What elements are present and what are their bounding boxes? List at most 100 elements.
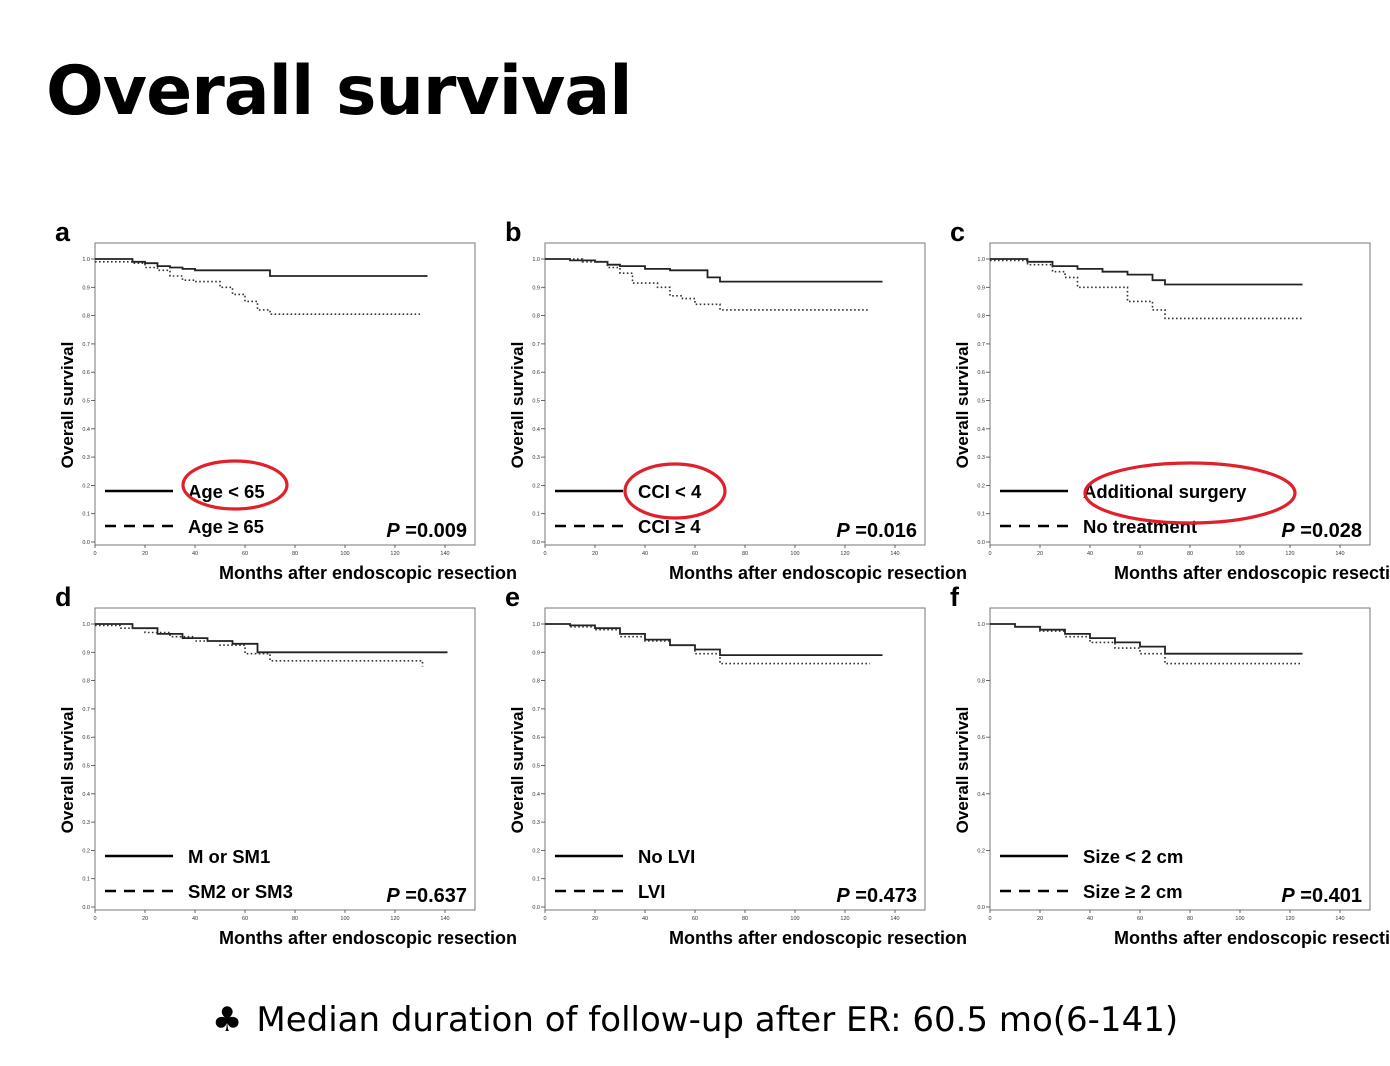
highlight-ellipse xyxy=(181,459,289,511)
legend-label: Additional surgery xyxy=(1083,481,1247,502)
y-tick-label: 0.5 xyxy=(82,764,90,770)
x-tick-label: 20 xyxy=(1037,916,1043,922)
y-tick-label: 0.4 xyxy=(82,427,90,433)
y-tick-label: 0.0 xyxy=(532,540,540,546)
y-tick-label: 0.6 xyxy=(82,735,90,741)
x-tick-label: 60 xyxy=(242,551,248,557)
x-tick-label: 100 xyxy=(340,551,349,557)
x-tick-label: 100 xyxy=(790,916,799,922)
y-tick-label: 0.3 xyxy=(977,455,985,461)
y-tick-label: 1.0 xyxy=(532,257,540,263)
x-tick-label: 20 xyxy=(1037,551,1043,557)
y-tick-label: 0.6 xyxy=(977,370,985,376)
x-tick-label: 20 xyxy=(592,551,598,557)
y-tick-label: 0.9 xyxy=(82,285,90,291)
x-tick-label: 60 xyxy=(692,551,698,557)
x-tick-label: 140 xyxy=(440,551,449,557)
survival-curve-dotted xyxy=(990,259,1303,320)
x-axis-label: Months after endoscopic resection xyxy=(219,563,517,583)
x-tick-label: 100 xyxy=(340,916,349,922)
y-tick-label: 0.8 xyxy=(532,314,540,320)
panel-c: c 0.0 0.1 0.2 0.3 0.4 0.5 0.6 0.7 0.8 0.9 1.0 0 20 40 6… xyxy=(950,217,1390,583)
legend-label: SM2 or SM3 xyxy=(188,881,293,902)
x-tick-label: 60 xyxy=(242,916,248,922)
y-tick-label: 0.2 xyxy=(977,483,985,489)
p-value: P =0.016 xyxy=(836,520,917,542)
legend-label: Age < 65 xyxy=(188,481,265,502)
y-axis-label: Overall survival xyxy=(953,342,972,469)
x-tick-label: 60 xyxy=(692,916,698,922)
x-tick-label: 40 xyxy=(642,551,648,557)
x-tick-label: 0 xyxy=(988,551,991,557)
y-tick-label: 0.6 xyxy=(82,370,90,376)
panel-f: f 0.0 0.2 0.4 0.6 0.8 1.0 0 20 40 60 80 100 120 140 Mon… xyxy=(950,582,1390,948)
y-tick-label: 0.5 xyxy=(532,399,540,405)
y-tick-label: 1.0 xyxy=(532,622,540,628)
plot-frame xyxy=(989,242,1371,546)
x-tick-label: 120 xyxy=(840,551,849,557)
y-tick-label: 0.9 xyxy=(532,650,540,656)
x-tick-label: 20 xyxy=(142,551,148,557)
x-tick-label: 0 xyxy=(543,916,546,922)
y-tick-label: 0.8 xyxy=(532,679,540,685)
x-tick-label: 80 xyxy=(1187,916,1193,922)
panel-a: a 0.0 0.1 0.2 0.3 0.4 0.5 0.6 0.7 0.8 0.9 1.0 0 20 40 6… xyxy=(55,217,517,583)
x-tick-label: 40 xyxy=(1087,551,1093,557)
legend-label: M or SM1 xyxy=(188,846,270,867)
y-tick-label: 0.4 xyxy=(532,427,540,433)
footer-text: Median duration of follow-up after ER: 6… xyxy=(256,1000,1179,1040)
y-tick-label: 0.4 xyxy=(977,427,985,433)
x-tick-label: 120 xyxy=(1285,916,1294,922)
y-tick-label: 0.8 xyxy=(977,314,985,320)
y-tick-label: 1.0 xyxy=(82,622,90,628)
x-tick-label: 20 xyxy=(142,916,148,922)
y-tick-label: 1.0 xyxy=(82,257,90,263)
y-tick-label: 0.4 xyxy=(977,792,985,798)
y-tick-label: 0.0 xyxy=(82,905,90,911)
panel-letter: a xyxy=(55,217,71,247)
p-value: P =0.009 xyxy=(386,520,467,542)
y-tick-label: 1.0 xyxy=(977,257,985,263)
y-tick-label: 1.0 xyxy=(977,622,985,628)
highlight-ellipse xyxy=(1083,461,1297,525)
survival-curve-dotted xyxy=(545,258,870,311)
plot-frame xyxy=(544,242,926,546)
y-tick-label: 0.0 xyxy=(977,540,985,546)
panel-letter: b xyxy=(505,217,522,247)
x-axis-label: Months after endoscopic resection xyxy=(1114,563,1390,583)
y-tick-label: 0.4 xyxy=(532,792,540,798)
x-tick-label: 120 xyxy=(390,551,399,557)
y-tick-label: 0.2 xyxy=(82,848,90,854)
x-tick-label: 140 xyxy=(890,551,899,557)
x-tick-label: 80 xyxy=(1187,551,1193,557)
plot-frame xyxy=(94,242,476,546)
y-tick-label: 0.0 xyxy=(82,540,90,546)
legend-label: Age ≥ 65 xyxy=(188,516,264,537)
y-tick-label: 0.5 xyxy=(532,764,540,770)
survival-curve-solid xyxy=(990,623,1303,655)
legend-label: LVI xyxy=(638,881,665,902)
x-tick-label: 100 xyxy=(790,551,799,557)
x-tick-label: 40 xyxy=(1087,916,1093,922)
x-tick-label: 0 xyxy=(543,551,546,557)
y-tick-label: 0.7 xyxy=(82,342,90,348)
panel-letter: d xyxy=(55,582,72,612)
y-tick-label: 0.1 xyxy=(82,877,90,883)
y-tick-label: 0.6 xyxy=(532,735,540,741)
survival-curve-solid xyxy=(990,258,1303,286)
y-tick-label: 0.2 xyxy=(532,483,540,489)
y-axis-label: Overall survival xyxy=(58,342,77,469)
survival-curve-dotted xyxy=(990,623,1303,665)
survival-curve-dotted xyxy=(545,623,870,665)
y-tick-label: 0.6 xyxy=(532,370,540,376)
y-tick-label: 0.2 xyxy=(977,848,985,854)
y-axis-label: Overall survival xyxy=(953,707,972,834)
legend-label: Size < 2 cm xyxy=(1083,846,1183,867)
y-tick-label: 0.1 xyxy=(532,512,540,518)
x-tick-label: 100 xyxy=(1235,551,1244,557)
legend-label: CCI < 4 xyxy=(638,481,702,502)
x-axis-label: Months after endoscopic resection xyxy=(669,563,967,583)
x-tick-label: 0 xyxy=(988,916,991,922)
x-tick-label: 40 xyxy=(642,916,648,922)
